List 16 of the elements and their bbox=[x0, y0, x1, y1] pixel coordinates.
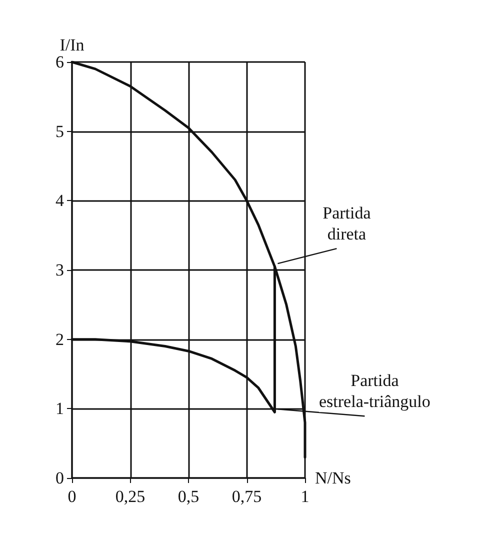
y-axis-title: I/In bbox=[60, 36, 85, 55]
x-axis-title: N/Ns bbox=[315, 468, 351, 488]
x-tick-label: 0,75 bbox=[232, 487, 262, 506]
x-tick-label: 0 bbox=[68, 487, 76, 506]
text: Partida direta bbox=[322, 204, 372, 244]
y-tick-label: 4 bbox=[56, 191, 64, 210]
text: Partida estrela-triângulo bbox=[319, 371, 430, 412]
y-tick-label: 2 bbox=[56, 330, 64, 349]
y-tick-label: 3 bbox=[56, 260, 64, 280]
y-tick-label: 5 bbox=[56, 122, 64, 141]
y-tick-label: 0 bbox=[56, 468, 64, 488]
y-tick-label: 6 bbox=[56, 52, 64, 72]
y-tick-label: 1 bbox=[56, 399, 64, 418]
x-tick-label: 0,5 bbox=[178, 487, 200, 506]
x-tick-label: 0,25 bbox=[115, 487, 146, 506]
x-tick-label: 1 bbox=[300, 487, 310, 506]
